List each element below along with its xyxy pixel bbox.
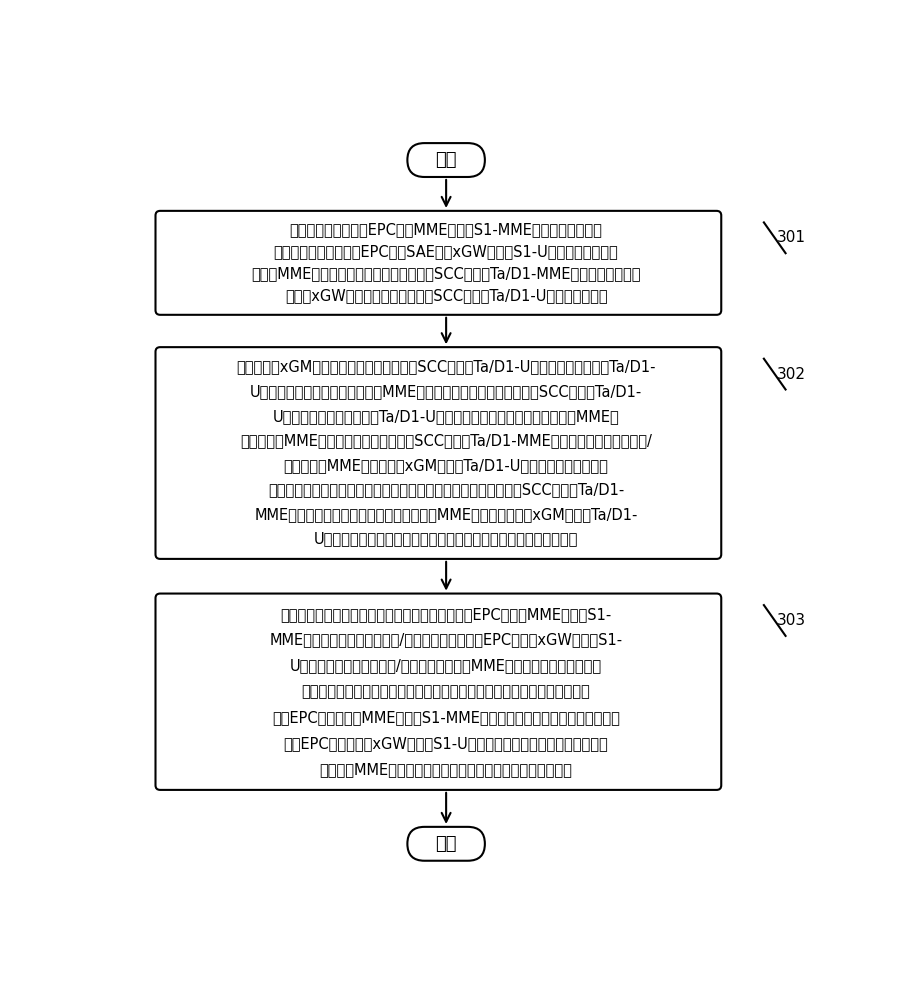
FancyBboxPatch shape [407,827,484,861]
Text: 对于各所述MME，当监测到自身与各所述SCC之间的Ta/D1-MME接口链路均为故障状态和/: 对于各所述MME，当监测到自身与各所述SCC之间的Ta/D1-MME接口链路均为… [240,433,651,448]
Text: 基站实时监测自身与EPC的各MME之间的S1-MME接口链路的状态；: 基站实时监测自身与EPC的各MME之间的S1-MME接口链路的状态； [290,222,602,237]
Text: MME接口链路均发生故障，和/或监测到自身与所述EPC的所有xGW之间的S1-: MME接口链路均发生故障，和/或监测到自身与所述EPC的所有xGW之间的S1- [270,633,622,648]
Text: U接口链路故障信息通知给其归属MME；当监测到自身与至少一个所述SCC之间的Ta/D1-: U接口链路故障信息通知给其归属MME；当监测到自身与至少一个所述SCC之间的Ta… [250,384,641,399]
Text: 302: 302 [777,367,805,382]
FancyBboxPatch shape [155,347,721,559]
Text: 向所述基站发送故障弱化通知消息；当监测到自身与至少一个所述SCC之间的Ta/D1-: 向所述基站发送故障弱化通知消息；当监测到自身与至少一个所述SCC之间的Ta/D1… [268,482,623,497]
FancyBboxPatch shape [155,594,721,790]
Text: 所述EPC的至少一个MME之间的S1-MME接口链路故障恢复，并监测到自身与: 所述EPC的至少一个MME之间的S1-MME接口链路故障恢复，并监测到自身与 [272,710,620,725]
Text: 各所述xGW实时监测自身与各所述SCC之间的Ta/D1-U接口链路的状态: 各所述xGW实时监测自身与各所述SCC之间的Ta/D1-U接口链路的状态 [284,289,607,304]
Text: 对于各所述xGM，当监测到自身与所有所述SCC之间的Ta/D1-U接口链路故障时，将Ta/D1-: 对于各所述xGM，当监测到自身与所有所述SCC之间的Ta/D1-U接口链路故障时… [236,360,655,375]
Text: 或接收到该MME对应的所有xGM发送的Ta/D1-U接口链路故障信息时，: 或接收到该MME对应的所有xGM发送的Ta/D1-U接口链路故障信息时， [283,458,608,473]
FancyBboxPatch shape [407,143,484,177]
Text: 当处于正常工作模式的所述基站监测到自身与所述EPC的所有MME之间的S1-: 当处于正常工作模式的所述基站监测到自身与所述EPC的所有MME之间的S1- [281,607,611,622]
Text: MME接口链路为故障恢复状态，并接收到该MME对应的至少一个xGM发送的Ta/D1-: MME接口链路为故障恢复状态，并接收到该MME对应的至少一个xGM发送的Ta/D… [254,507,637,522]
Text: 所述EPC的至少一个xGW之间的S1-U接口链路故障恢复，以及接收到至少: 所述EPC的至少一个xGW之间的S1-U接口链路故障恢复，以及接收到至少 [283,736,608,751]
Text: U接口链路故障恢复信息时，向所述基站发送故障弱化恢复通知消息: U接口链路故障恢复信息时，向所述基站发送故障弱化恢复通知消息 [314,531,577,546]
Text: 303: 303 [777,613,805,628]
Text: 结束: 结束 [435,835,456,853]
Text: 并实时监测自身与所述EPC的各SAE网关xGW之间的S1-U接口链路的状态；: 并实时监测自身与所述EPC的各SAE网关xGW之间的S1-U接口链路的状态； [273,244,618,259]
Text: 一个所述MME的故障弱化恢复通知消息时，进入正常工作模式: 一个所述MME的故障弱化恢复通知消息时，进入正常工作模式 [319,762,572,777]
Text: U接口链路故障恢复时，将Ta/D1-U接口链路故障恢复信息通知给其归属MME；: U接口链路故障恢复时，将Ta/D1-U接口链路故障恢复信息通知给其归属MME； [272,409,619,424]
Text: 进入故障弱化工作模式；当处于故障弱化工作模式的所述基站监测到自身与: 进入故障弱化工作模式；当处于故障弱化工作模式的所述基站监测到自身与 [301,684,590,699]
FancyBboxPatch shape [155,211,721,315]
Text: 各所述MME实时监测自身与各交换控制中心SCC之间的Ta/D1-MME接口链路的状态；: 各所述MME实时监测自身与各交换控制中心SCC之间的Ta/D1-MME接口链路的… [251,266,640,281]
Text: 开始: 开始 [435,151,456,169]
Text: 301: 301 [777,230,805,245]
Text: U接口链路均发生故障，和/或接收到所有所述MME的故障弱化通知消息时，: U接口链路均发生故障，和/或接收到所有所述MME的故障弱化通知消息时， [290,658,602,673]
